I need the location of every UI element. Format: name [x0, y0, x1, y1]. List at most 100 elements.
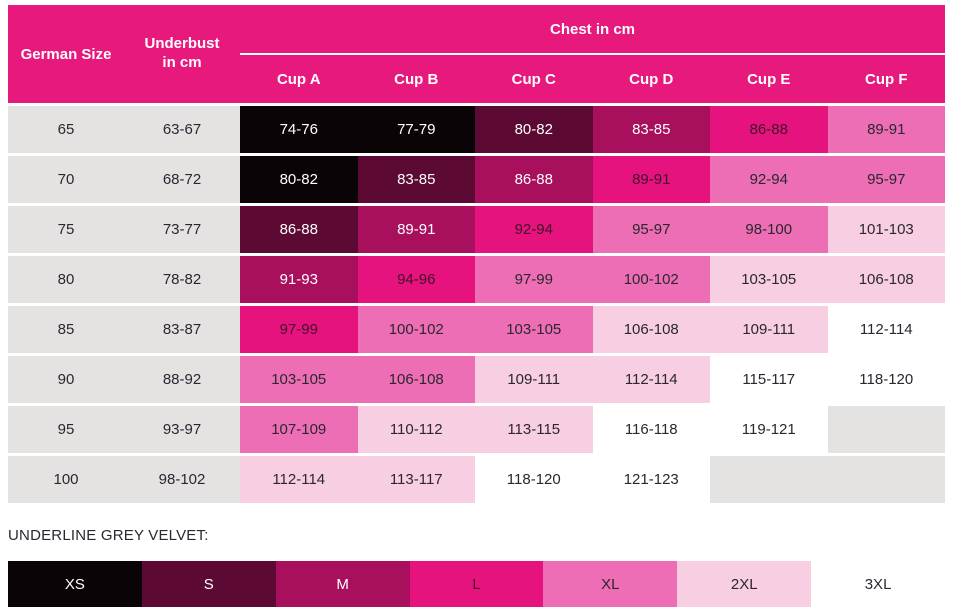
chest-range-cell: 95-97	[592, 206, 710, 253]
chest-range-cell: 107-109	[240, 406, 358, 453]
chest-range-cell: 86-88	[240, 206, 358, 253]
underbust-cell: 88-92	[124, 356, 240, 403]
german-size-header-label: German Size	[20, 45, 112, 63]
size-legend: XS S M L XL 2XL 3XL	[8, 561, 945, 607]
chest-range-cell: 112-114	[827, 306, 945, 353]
chest-range-cell: 86-88	[475, 156, 593, 203]
legend-swatch: XL	[543, 561, 678, 607]
chest-range-cell: 100-102	[592, 256, 710, 303]
underbust-cell: 73-77	[124, 206, 240, 253]
german-size-header: German Size	[8, 5, 124, 103]
cup-header: Cup D	[629, 70, 674, 88]
german-size-cell: 100	[8, 456, 124, 503]
chest-range-cell: 80-82	[240, 156, 358, 203]
chest-range-cell: 103-105	[240, 356, 358, 403]
chest-header-label: Chest in cm	[549, 20, 636, 38]
chest-header: Chest in cm	[240, 5, 945, 55]
chest-range-cell: 106-108	[827, 256, 945, 303]
table-row: 90 88-92 103-105 106-108 109-111 112-114 115-1…	[8, 356, 945, 403]
empty-cell	[827, 456, 945, 503]
legend-swatch: M	[275, 561, 410, 607]
underbust-header-line1: Underbust	[144, 35, 220, 53]
chest-range-cell: 83-85	[592, 106, 710, 153]
chest-range-cell: 115-117	[710, 356, 828, 403]
chest-header-group: Chest in cm Cup A Cup B Cup C Cup D Cup E Cup…	[240, 5, 945, 103]
chest-range-cell: 101-103	[827, 206, 945, 253]
chest-range-cell: 106-108	[592, 306, 710, 353]
chest-range-cell: 83-85	[357, 156, 475, 203]
chest-range-cell: 121-123	[592, 456, 710, 503]
german-size-cell: 75	[8, 206, 124, 253]
german-size-cell: 80	[8, 256, 124, 303]
chest-range-cell: 97-99	[475, 256, 593, 303]
legend-swatch: L	[409, 561, 544, 607]
chest-range-cell: 97-99	[240, 306, 358, 353]
chest-range-cell: 89-91	[357, 206, 475, 253]
cup-headers-row: Cup A Cup B Cup C Cup D Cup E Cup F	[240, 55, 945, 103]
chest-range-cell: 106-108	[357, 356, 475, 403]
chest-range-cell: 109-111	[475, 356, 593, 403]
chest-range-cell: 95-97	[827, 156, 945, 203]
chest-range-cell: 91-93	[240, 256, 358, 303]
chest-range-cell: 92-94	[710, 156, 828, 203]
legend-swatch: 3XL	[811, 561, 945, 607]
underbust-cell: 78-82	[124, 256, 240, 303]
chest-range-cell: 100-102	[357, 306, 475, 353]
chest-range-cell: 113-115	[475, 406, 593, 453]
cup-header: Cup F	[865, 70, 908, 88]
table-row: 65 63-67 74-76 77-79 80-82 83-85 86-88 89-91	[8, 106, 945, 153]
underbust-cell: 93-97	[124, 406, 240, 453]
underbust-cell: 68-72	[124, 156, 240, 203]
underbust-header-line2: in cm	[162, 54, 202, 71]
table-row: 75 73-77 86-88 89-91 92-94 95-97 98-100 101-103	[8, 206, 945, 253]
chest-range-cell: 86-88	[710, 106, 828, 153]
german-size-cell: 95	[8, 406, 124, 453]
chest-range-cell: 110-112	[357, 406, 475, 453]
chest-range-cell: 113-117	[357, 456, 475, 503]
table-row: 100 98-102 112-114 113-117 118-120 121-123	[8, 456, 945, 503]
chest-range-cell: 77-79	[357, 106, 475, 153]
underbust-cell: 98-102	[124, 456, 240, 503]
legend-swatch: S	[141, 561, 276, 607]
table-header: German Size Underbust in cm Chest in cm …	[8, 5, 945, 103]
chest-range-cell: 94-96	[357, 256, 475, 303]
legend-swatch: 2XL	[677, 561, 812, 607]
cup-header: Cup C	[511, 70, 556, 88]
chest-range-cell: 116-118	[592, 406, 710, 453]
chest-range-cell: 112-114	[240, 456, 358, 503]
chest-range-cell: 118-120	[475, 456, 593, 503]
chest-range-cell: 112-114	[592, 356, 710, 403]
chest-range-cell: 89-91	[827, 106, 945, 153]
chest-range-cell: 80-82	[475, 106, 593, 153]
table-row: 95 93-97 107-109 110-112 113-115 116-118 119-1…	[8, 406, 945, 453]
chest-range-cell: 89-91	[592, 156, 710, 203]
underbust-cell: 63-67	[124, 106, 240, 153]
underbust-header: Underbust in cm	[124, 5, 240, 103]
german-size-cell: 70	[8, 156, 124, 203]
legend-swatch: XS	[8, 561, 142, 607]
chest-range-cell: 118-120	[827, 356, 945, 403]
cup-header: Cup A	[276, 70, 321, 88]
german-size-cell: 65	[8, 106, 124, 153]
chest-range-cell: 103-105	[475, 306, 593, 353]
chest-range-cell: 119-121	[710, 406, 828, 453]
chest-range-cell: 74-76	[240, 106, 358, 153]
chest-range-cell: 98-100	[710, 206, 828, 253]
cup-header: Cup B	[394, 70, 439, 88]
table-body: 65 63-67 74-76 77-79 80-82 83-85 86-88 89-91 70 6…	[8, 106, 945, 503]
cup-header: Cup E	[747, 70, 791, 88]
chest-range-cell: 103-105	[710, 256, 828, 303]
underbust-cell: 83-87	[124, 306, 240, 353]
table-row: 70 68-72 80-82 83-85 86-88 89-91 92-94 95-97	[8, 156, 945, 203]
table-row: 85 83-87 97-99 100-102 103-105 106-108 109-111…	[8, 306, 945, 353]
empty-cell	[710, 456, 828, 503]
chest-range-cell: 109-111	[710, 306, 828, 353]
legend-title: UNDERLINE GREY VELVET:	[8, 527, 209, 544]
german-size-cell: 85	[8, 306, 124, 353]
size-table: German Size Underbust in cm Chest in cm …	[8, 5, 945, 503]
table-row: 80 78-82 91-93 94-96 97-99 100-102 103-105 106-…	[8, 256, 945, 303]
empty-cell	[827, 406, 945, 453]
chest-range-cell: 92-94	[475, 206, 593, 253]
german-size-cell: 90	[8, 356, 124, 403]
